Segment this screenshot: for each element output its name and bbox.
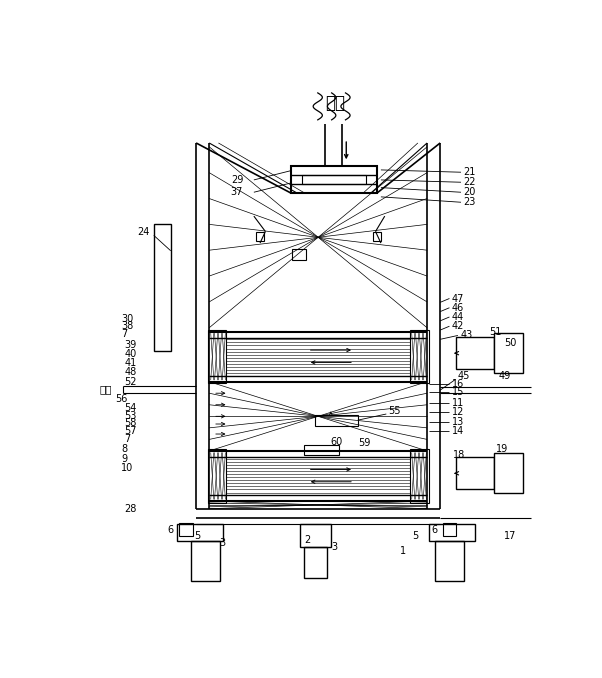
Text: 40: 40	[125, 349, 137, 359]
Bar	[191, 541, 220, 581]
Bar	[304, 445, 338, 455]
Text: 47: 47	[452, 294, 464, 304]
Text: 51: 51	[489, 327, 502, 336]
Bar	[429, 524, 475, 541]
Text: 14: 14	[452, 426, 464, 436]
Text: 5: 5	[412, 531, 418, 540]
Bar	[208, 450, 226, 502]
Text: 52: 52	[125, 377, 137, 386]
Text: 59: 59	[358, 438, 370, 448]
Bar	[208, 330, 226, 383]
Bar	[442, 523, 456, 536]
Bar	[304, 547, 327, 578]
Text: 42: 42	[452, 321, 464, 332]
Text: 18: 18	[453, 450, 465, 460]
Text: 24: 24	[137, 226, 149, 237]
Text: 液氮: 液氮	[324, 94, 345, 112]
Text: 43: 43	[460, 330, 473, 340]
Text: 20: 20	[464, 187, 476, 197]
Text: 9: 9	[122, 454, 128, 464]
Text: 液氮: 液氮	[100, 384, 113, 395]
Text: 7: 7	[122, 329, 128, 339]
Text: 2: 2	[305, 535, 311, 545]
Text: 11: 11	[452, 398, 464, 408]
Bar	[179, 523, 193, 536]
Text: 53: 53	[125, 411, 137, 420]
Text: 10: 10	[122, 463, 134, 473]
Text: 5: 5	[194, 531, 200, 540]
Bar	[456, 457, 494, 490]
Text: 60: 60	[331, 437, 343, 447]
Text: 41: 41	[125, 358, 137, 368]
Bar	[300, 524, 331, 547]
Bar	[293, 250, 306, 260]
Text: 22: 22	[464, 177, 476, 187]
Text: 17: 17	[504, 531, 517, 540]
Text: 13: 13	[452, 417, 464, 426]
Bar	[291, 166, 377, 193]
Text: 12: 12	[452, 407, 464, 418]
Bar	[302, 176, 365, 184]
Bar	[456, 337, 494, 370]
Bar	[315, 415, 358, 426]
Text: 50: 50	[504, 338, 517, 348]
Text: 1: 1	[400, 546, 406, 556]
Text: 55: 55	[389, 406, 401, 416]
Bar	[177, 524, 223, 541]
Text: 6: 6	[431, 525, 437, 535]
Text: 30: 30	[122, 313, 134, 323]
Text: 56: 56	[115, 395, 128, 404]
Bar	[256, 231, 264, 241]
Bar	[410, 330, 429, 383]
Text: 7: 7	[125, 434, 131, 443]
Text: 16: 16	[452, 379, 464, 389]
Text: 57: 57	[125, 426, 137, 436]
Text: 58: 58	[125, 418, 137, 428]
Bar	[410, 450, 429, 502]
Text: 28: 28	[125, 504, 137, 514]
Text: 21: 21	[464, 167, 476, 177]
Text: 45: 45	[458, 372, 470, 381]
Bar	[373, 231, 381, 241]
Text: 38: 38	[122, 321, 134, 332]
Text: 19: 19	[497, 444, 509, 454]
Text: 23: 23	[464, 197, 476, 207]
Text: 46: 46	[452, 303, 464, 313]
Text: 39: 39	[125, 340, 137, 350]
Text: 44: 44	[452, 312, 464, 322]
Text: 3: 3	[331, 542, 337, 552]
Bar	[494, 333, 523, 373]
Text: 15: 15	[452, 386, 464, 397]
Text: 37: 37	[231, 187, 243, 197]
Bar	[154, 224, 171, 351]
Bar	[435, 541, 464, 581]
Text: 49: 49	[498, 372, 511, 381]
Text: 54: 54	[125, 403, 137, 413]
Text: 29: 29	[231, 175, 243, 185]
Text: 8: 8	[122, 444, 128, 454]
Bar	[494, 454, 523, 494]
Text: 3: 3	[219, 538, 225, 549]
Text: 6: 6	[167, 525, 174, 535]
Text: 48: 48	[125, 367, 137, 378]
